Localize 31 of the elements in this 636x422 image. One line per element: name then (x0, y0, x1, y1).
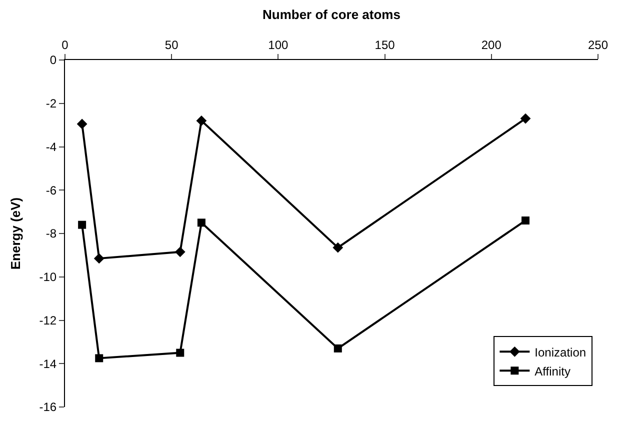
x-tick-label: 150 (374, 38, 396, 52)
point (332, 242, 344, 253)
y-tick-label: -10 (39, 270, 57, 284)
y-axis-title: Energy (eV) (8, 197, 24, 270)
x-tick-label: 250 (588, 38, 608, 52)
point (95, 354, 104, 362)
y-tick-label: -12 (39, 313, 57, 328)
y-tick-label: -4 (46, 140, 57, 154)
point (520, 113, 531, 124)
point (196, 116, 207, 126)
y-tick-label: 0 (50, 53, 57, 68)
point (197, 218, 206, 227)
point (522, 216, 530, 224)
x-tick-label: 200 (481, 38, 502, 52)
x-axis-title: Number of core atoms (262, 7, 400, 22)
x-tick-label: 50 (164, 38, 179, 52)
point (174, 246, 186, 258)
legend-label: Affinity (534, 364, 570, 378)
point (76, 118, 88, 130)
legend-label: Ionization (534, 345, 586, 360)
y-tick-label: -14 (39, 356, 57, 371)
y-tick-label: -8 (46, 226, 57, 241)
y-tick-label: -2 (46, 96, 57, 111)
x-tick-label: 0 (62, 38, 69, 52)
point (78, 220, 86, 229)
y-tick-label: -6 (46, 183, 57, 198)
point (176, 348, 184, 357)
point (334, 344, 342, 352)
y-tick-label: -16 (39, 400, 57, 414)
x-tick-label: 100 (268, 38, 289, 52)
point (94, 253, 104, 264)
